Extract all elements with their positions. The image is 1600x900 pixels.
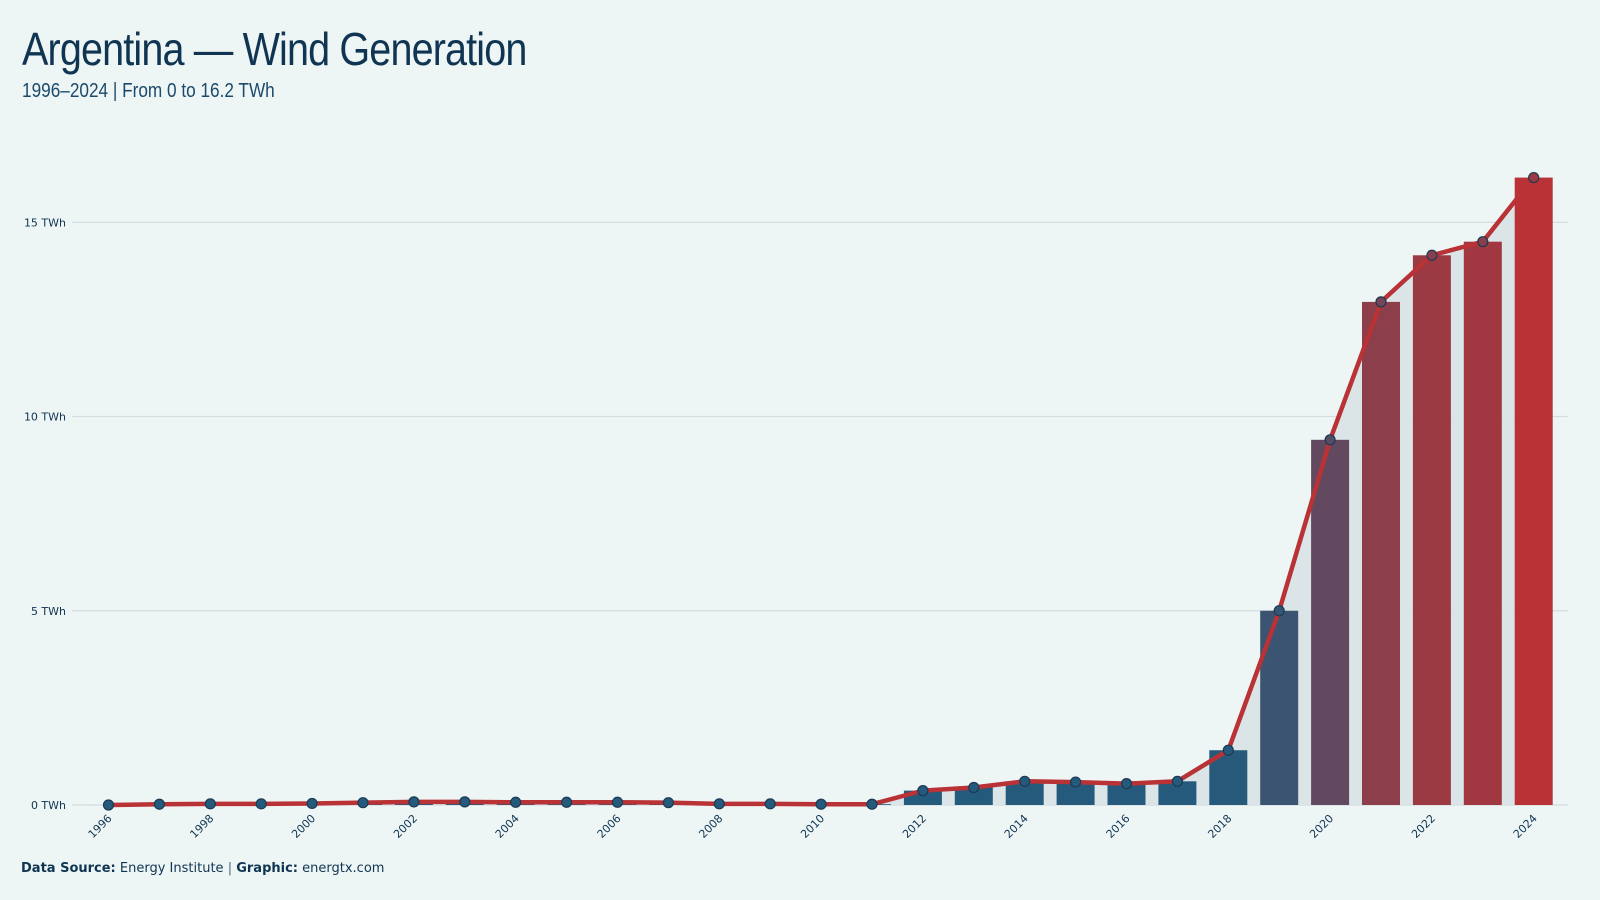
x-tick-label: 2018 (1205, 812, 1234, 841)
bar (1412, 255, 1451, 805)
bar (1362, 301, 1400, 805)
x-tick-label: 2000 (289, 812, 318, 841)
x-tick-label: 1996 (86, 812, 115, 841)
x-tick-label: 2022 (1409, 812, 1438, 841)
footer-separator: | (227, 861, 233, 876)
x-tick-label: 2006 (595, 812, 624, 841)
source-label: Data Source: (21, 861, 116, 876)
x-tick-label: 2020 (1307, 812, 1336, 841)
x-tick-label: 2012 (900, 812, 929, 841)
data-point (1477, 236, 1489, 248)
x-tick-label: 1998 (187, 812, 216, 841)
graphic-label: Graphic: (236, 861, 298, 876)
data-point (102, 799, 115, 811)
data-point (968, 781, 980, 794)
data-point (764, 798, 776, 810)
x-tick-label: 2008 (696, 812, 725, 841)
data-point (611, 796, 624, 808)
x-tick-label: 2024 (1511, 812, 1540, 841)
data-point (357, 797, 369, 809)
data-point (866, 798, 878, 810)
x-tick-label: 2004 (493, 812, 522, 841)
data-point (1273, 605, 1285, 617)
data-point (459, 796, 471, 808)
data-point (917, 785, 929, 797)
data-point (713, 798, 725, 810)
data-point (815, 798, 827, 810)
x-tick-label: 2010 (798, 812, 827, 841)
x-tick-label: 2016 (1104, 812, 1133, 841)
data-point (662, 797, 675, 809)
data-point (510, 796, 522, 808)
bar (1056, 782, 1095, 805)
chart-subtitle: 1996–2024 | From 0 to 16.2 TWh (22, 80, 275, 102)
bar (1005, 781, 1044, 805)
data-point (306, 797, 318, 810)
data-point (1120, 778, 1133, 790)
data-point (1171, 775, 1184, 787)
data-point (204, 798, 216, 810)
data-point (255, 798, 267, 810)
bar (1260, 610, 1299, 805)
bar (1514, 177, 1553, 805)
data-point (1222, 744, 1234, 756)
bar (1158, 781, 1197, 805)
data-point (1019, 775, 1031, 787)
data-point (1324, 434, 1336, 446)
bar (954, 787, 993, 805)
data-point (1375, 296, 1387, 308)
source-value: Energy Institute (119, 861, 224, 876)
bar (1463, 241, 1502, 806)
graphic-value: energtx.com (302, 861, 385, 876)
data-point (1069, 776, 1082, 788)
x-tick-label: 2014 (1002, 812, 1031, 841)
y-tick-label: 0 TWh (31, 799, 66, 812)
data-point (153, 798, 165, 810)
data-point (560, 796, 573, 808)
data-point (408, 796, 420, 808)
chart-title: Argentina — Wind Generation (22, 23, 527, 75)
bar (1311, 439, 1350, 805)
y-tick-label: 5 TWh (31, 605, 66, 618)
y-tick-label: 10 TWh (24, 411, 66, 424)
bar (1107, 783, 1146, 805)
data-point (1528, 171, 1540, 184)
x-tick-label: 2002 (391, 812, 420, 841)
footer-credits: Data Source: Energy Institute | Graphic:… (21, 861, 384, 876)
y-tick-label: 15 TWh (24, 216, 66, 229)
data-point (1426, 249, 1438, 261)
